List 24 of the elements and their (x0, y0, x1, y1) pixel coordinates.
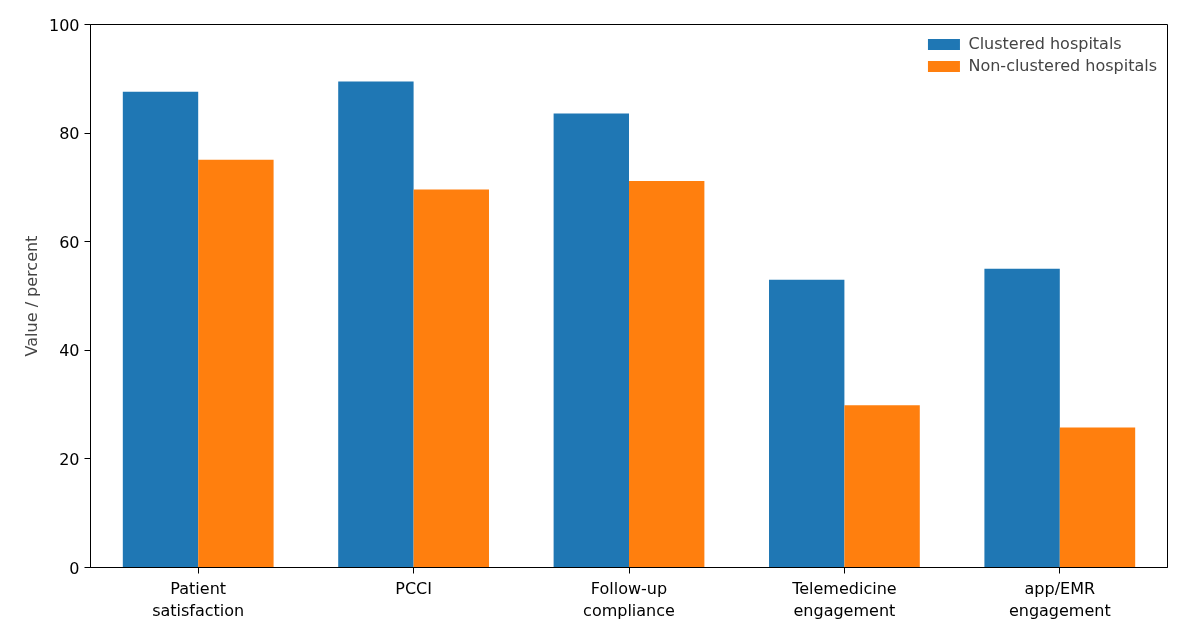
y-tick-label: 80 (59, 124, 80, 144)
y-tick-label: 100 (48, 15, 80, 35)
bar (198, 159, 274, 568)
bar (338, 81, 414, 568)
bar (1059, 427, 1136, 568)
bar (629, 180, 705, 568)
bar (769, 279, 845, 568)
y-tick-label: 0 (69, 558, 80, 578)
legend-label: Non-clustered hospitals (968, 56, 1157, 75)
y-tick-label: 40 (59, 341, 80, 361)
bar (984, 268, 1060, 568)
x-tick-label: Follow-up compliance (583, 578, 675, 621)
y-tick-label: 60 (59, 232, 80, 252)
bar (413, 189, 489, 568)
x-tick-label: app/EMR engagement (1008, 578, 1111, 621)
x-tick-label: Patient satisfaction (152, 578, 245, 621)
y-axis-title: Value / percent (21, 235, 41, 357)
bar (553, 113, 629, 568)
y-tick-label: 20 (59, 449, 80, 469)
bar (122, 91, 199, 568)
legend-label: Clustered hospitals (968, 34, 1122, 53)
x-tick-label: PCCI (395, 578, 432, 598)
x-tick-label: Telemedicine engagement (791, 578, 897, 621)
bar (844, 405, 920, 568)
